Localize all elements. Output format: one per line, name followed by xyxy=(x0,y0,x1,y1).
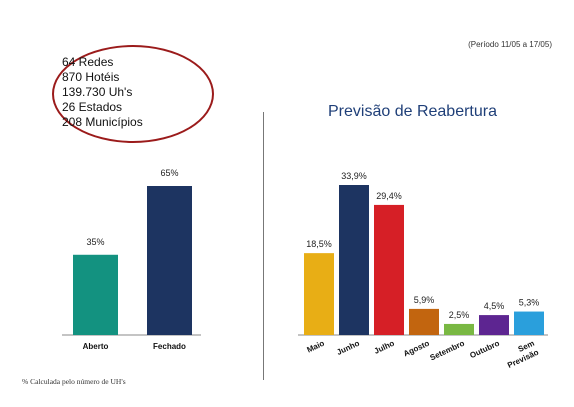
bar-6 xyxy=(479,315,509,335)
bar-4 xyxy=(409,308,439,335)
category-label: Julho xyxy=(373,339,396,356)
stat-hotels: 870 Hotéis xyxy=(62,70,120,84)
category-label: Maio xyxy=(306,339,326,355)
value-label: 29,4% xyxy=(376,191,402,201)
reopening-chart-title: Previsão de Reabertura xyxy=(328,103,497,120)
stats-ellipse xyxy=(52,45,214,143)
value-label: 18,5% xyxy=(306,239,332,249)
category-label: Junho xyxy=(335,339,361,357)
category-label: Agosto xyxy=(402,339,431,359)
bar-3 xyxy=(374,204,404,335)
bar-aberto xyxy=(73,254,118,335)
stat-units: 139.730 Uh's xyxy=(62,85,133,99)
value-label: 35% xyxy=(86,237,104,247)
bar-1 xyxy=(304,253,334,335)
category-label: Outubro xyxy=(468,339,500,361)
bar-5 xyxy=(444,323,474,335)
stats-list: 64 Redes 870 Hotéis 139.730 Uh's 26 Esta… xyxy=(62,55,143,130)
stat-networks: 64 Redes xyxy=(62,55,114,69)
period-note: (Período 11/05 a 17/05) xyxy=(468,40,552,49)
bar-fechado xyxy=(147,186,192,335)
footnote: % Calculada pelo número de UH's xyxy=(22,377,126,386)
category-label: Setembro xyxy=(429,339,466,363)
stat-municipalities: 208 Municípios xyxy=(62,115,143,129)
bar-7 xyxy=(514,311,544,335)
category-label: Fechado xyxy=(153,342,186,351)
value-label: 65% xyxy=(160,168,178,178)
value-label: 2,5% xyxy=(449,310,470,320)
stat-states: 26 Estados xyxy=(62,100,123,114)
bar-2 xyxy=(339,185,369,335)
value-label: 5,3% xyxy=(519,298,540,308)
value-label: 33,9% xyxy=(341,171,367,181)
vertical-divider xyxy=(263,112,264,380)
value-label: 5,9% xyxy=(414,295,435,305)
category-label: Aberto xyxy=(83,342,109,351)
category-label: SemPrevisão xyxy=(502,339,540,370)
value-label: 4,5% xyxy=(484,301,505,311)
